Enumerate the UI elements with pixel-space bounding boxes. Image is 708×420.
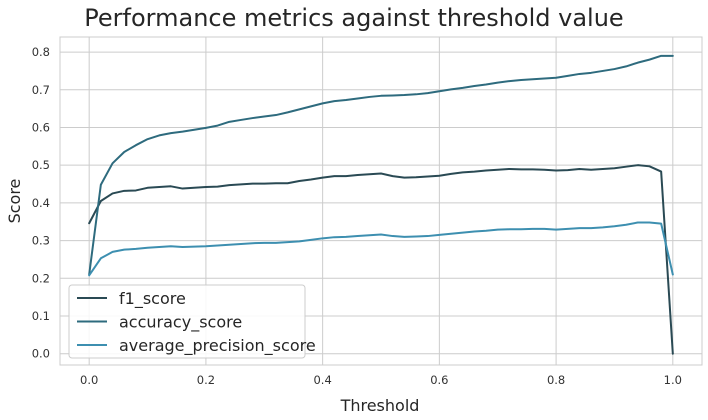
series-layer — [88, 54, 674, 355]
x-tick-label: 0.6 — [430, 373, 448, 387]
chart-title: Performance metrics against threshold va… — [84, 4, 623, 32]
y-tick-label: 0.4 — [32, 196, 50, 210]
y-tick-label: 0.1 — [32, 309, 50, 323]
legend-box — [68, 284, 306, 359]
y-axis-title: Score — [5, 179, 24, 224]
x-tick-label: 0.8 — [547, 373, 565, 387]
x-tick-label: 0.4 — [313, 373, 331, 387]
series-line-average-precision-score — [88, 221, 674, 277]
x-tick-label: 1.0 — [664, 373, 682, 387]
y-tick-label: 0.7 — [32, 83, 50, 97]
x-tick-label: 0.0 — [80, 373, 98, 387]
y-tick-label: 0.8 — [32, 45, 50, 59]
x-axis-title: Threshold — [340, 396, 420, 415]
y-tick-label: 0.5 — [32, 158, 50, 172]
y-tick-label: 0.2 — [32, 271, 50, 285]
legend-label-f1-score: f1_score — [119, 289, 186, 309]
series-line-f1-score — [88, 164, 674, 355]
x-tick-label: 0.2 — [197, 373, 215, 387]
legend: f1_score accuracy_score average_precision_… — [68, 284, 316, 359]
legend-label-average-precision-score: average_precision_score — [119, 336, 316, 356]
y-tick-label: 0.3 — [32, 234, 50, 248]
series-line-accuracy-score — [88, 54, 674, 276]
y-tick-label: 0.0 — [32, 347, 50, 361]
legend-label-accuracy-score: accuracy_score — [119, 313, 242, 333]
tick-labels: 0.0 0.2 0.4 0.6 0.8 1.0 0.0 0.1 0.2 0.3 0.4 0.5 0.6 0… — [32, 45, 682, 387]
y-tick-label: 0.6 — [32, 120, 50, 134]
